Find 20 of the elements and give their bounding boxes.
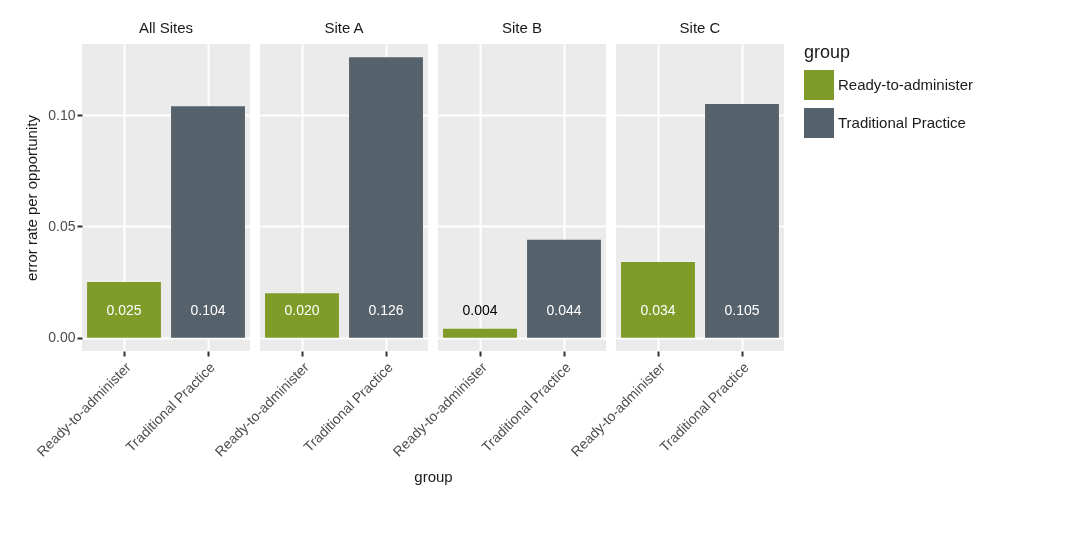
y-tick-label: 0.00 — [48, 329, 76, 346]
legend-label: Ready-to-administer — [838, 76, 974, 93]
y-tick-label: 0.10 — [48, 106, 76, 123]
x-axis-title: group — [414, 467, 453, 485]
data-label: 0.044 — [546, 301, 582, 318]
data-label: 0.126 — [368, 301, 404, 318]
y-axis-title: error rate per opportunity — [23, 114, 41, 281]
chart-title: Site A — [324, 19, 364, 36]
data-label: 0.020 — [284, 301, 320, 318]
chart-title: Site B — [501, 19, 543, 36]
chart-title: All Sites — [138, 19, 194, 36]
legend-label: Traditional Practice — [838, 114, 966, 131]
chart-title: Site C — [679, 19, 721, 36]
data-label: 0.105 — [724, 301, 760, 318]
data-label: 0.025 — [106, 301, 142, 318]
data-label: 0.004 — [462, 301, 498, 318]
y-tick-label: 0.05 — [48, 217, 76, 234]
data-label: 0.034 — [640, 301, 676, 318]
legend-title: group — [804, 42, 851, 62]
data-label: 0.104 — [190, 301, 226, 318]
